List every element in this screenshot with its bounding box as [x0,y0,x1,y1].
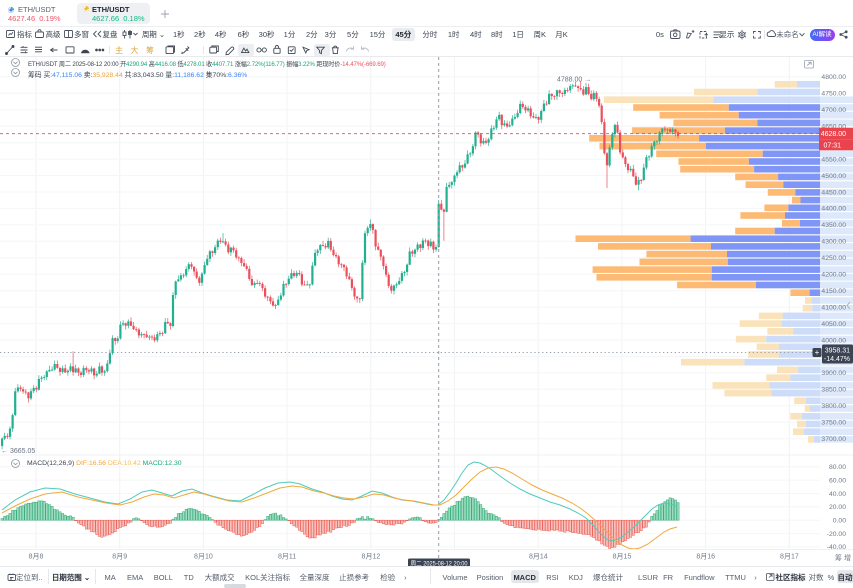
svg-text:3700.00: 3700.00 [821,436,846,443]
svg-text:40.00: 40.00 [829,491,846,498]
svg-text:4788.00 →: 4788.00 → [557,77,591,84]
svg-text:4400.00: 4400.00 [821,206,846,213]
svg-text:-40.00: -40.00 [827,544,846,551]
svg-text:8月15: 8月15 [613,553,632,561]
svg-text:4000.00: 4000.00 [821,337,846,344]
svg-text:4050.00: 4050.00 [821,321,846,328]
svg-text:4550.00: 4550.00 [821,156,846,163]
svg-text:8月10: 8月10 [194,553,213,561]
svg-text:8月14: 8月14 [529,553,548,561]
svg-text:← 3665.05: ← 3665.05 [1,448,35,455]
svg-text:3850.00: 3850.00 [821,387,846,394]
svg-text:60.00: 60.00 [829,477,846,484]
svg-text:8月9: 8月9 [112,553,127,561]
svg-text:8月16: 8月16 [696,553,715,561]
svg-text:4250.00: 4250.00 [821,255,846,262]
svg-text:4500.00: 4500.00 [821,173,846,180]
svg-text:-14.47%: -14.47% [824,356,850,363]
svg-text:4800.00: 4800.00 [821,74,846,81]
svg-text:0.00: 0.00 [833,518,846,525]
svg-text:4300.00: 4300.00 [821,239,846,246]
svg-text:-20.00: -20.00 [827,531,846,538]
svg-text:4750.00: 4750.00 [821,91,846,98]
svg-text:07:31: 07:31 [823,143,841,150]
svg-text:+: + [815,348,820,357]
svg-text:80.00: 80.00 [829,464,846,471]
svg-text:3800.00: 3800.00 [821,403,846,410]
svg-text:3958.31: 3958.31 [825,347,850,354]
svg-text:4700.00: 4700.00 [821,107,846,114]
svg-text:筹 增: 筹 增 [835,553,851,562]
svg-text:4628.00: 4628.00 [821,131,846,138]
svg-text:20.00: 20.00 [829,504,846,511]
svg-text:3900.00: 3900.00 [821,370,846,377]
svg-text:8月8: 8月8 [29,553,44,561]
svg-text:8月11: 8月11 [278,553,296,561]
svg-text:4450.00: 4450.00 [821,189,846,196]
svg-text:周二 2025-08-12 20:00: 周二 2025-08-12 20:00 [411,561,469,568]
svg-text:4350.00: 4350.00 [821,222,846,229]
svg-text:4200.00: 4200.00 [821,272,846,279]
svg-text:4650.00: 4650.00 [821,124,846,131]
svg-text:4150.00: 4150.00 [821,288,846,295]
svg-text:8月17: 8月17 [780,553,799,561]
svg-text:8月12: 8月12 [362,553,381,561]
svg-text:3750.00: 3750.00 [821,420,846,427]
svg-text:4100.00: 4100.00 [821,304,846,311]
